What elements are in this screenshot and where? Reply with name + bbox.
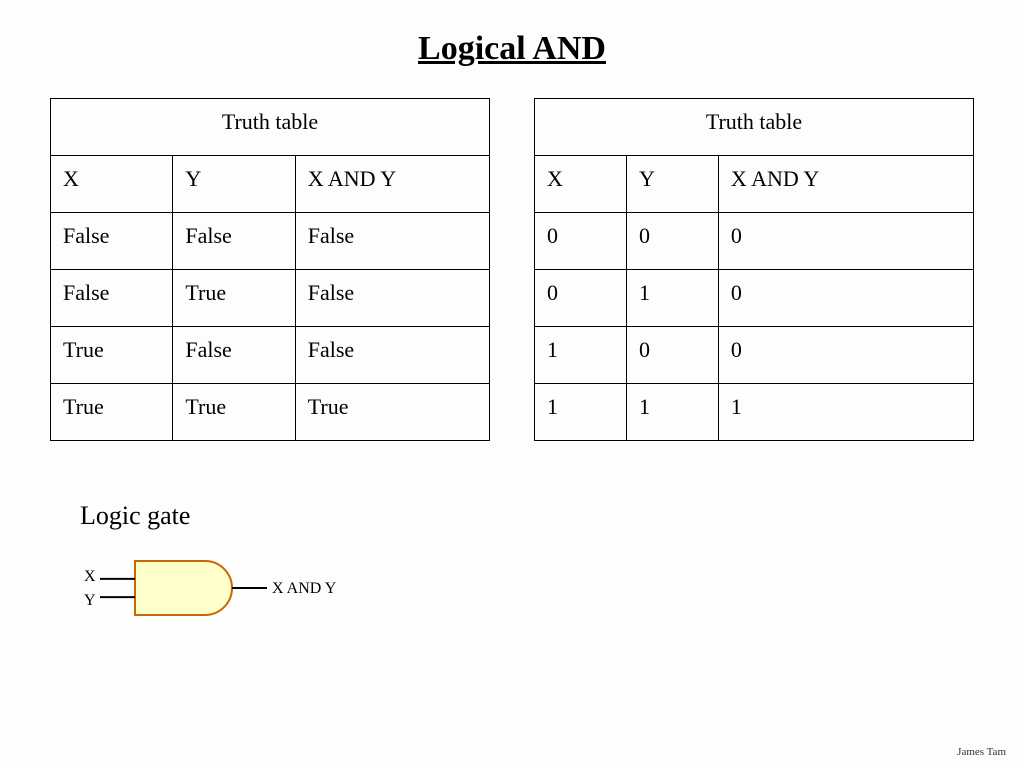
table-row: True True True — [51, 384, 490, 441]
table-row: 1 1 1 — [535, 384, 974, 441]
and-gate-icon: XY X AND Y — [80, 543, 380, 633]
table-cell: 1 — [626, 270, 718, 327]
table-cell: 0 — [718, 213, 973, 270]
table-cell: 0 — [626, 327, 718, 384]
col-header: X — [535, 156, 627, 213]
table-row: 0 1 0 — [535, 270, 974, 327]
truth-table-boolean: Truth table X Y X AND Y False False Fals… — [50, 98, 490, 441]
table-cell: 0 — [718, 270, 973, 327]
table-cell: True — [51, 384, 173, 441]
svg-text:Y: Y — [84, 592, 96, 609]
table-cell: False — [295, 213, 489, 270]
table-row: False True False — [51, 270, 490, 327]
table-cell: True — [295, 384, 489, 441]
table-cell: 0 — [535, 213, 627, 270]
svg-text:X AND Y: X AND Y — [272, 580, 337, 597]
table-cell: 0 — [535, 270, 627, 327]
table-row: 0 0 0 — [535, 213, 974, 270]
svg-text:X: X — [84, 568, 96, 585]
table-caption: Truth table — [51, 99, 490, 156]
tables-container: Truth table X Y X AND Y False False Fals… — [50, 98, 974, 441]
table-row: False False False — [51, 213, 490, 270]
gate-heading: Logic gate — [80, 501, 974, 531]
table-header-row: X Y X AND Y — [51, 156, 490, 213]
table-cell: False — [295, 327, 489, 384]
col-header: X AND Y — [295, 156, 489, 213]
table-cell: 1 — [535, 384, 627, 441]
table-cell: True — [173, 384, 295, 441]
table-cell: False — [51, 270, 173, 327]
author-credit: James Tam — [957, 746, 1006, 758]
table-cell: False — [173, 327, 295, 384]
table-cell: 0 — [718, 327, 973, 384]
table-caption: Truth table — [535, 99, 974, 156]
table-cell: True — [173, 270, 295, 327]
col-header: Y — [626, 156, 718, 213]
table-cell: False — [295, 270, 489, 327]
table-cell: True — [51, 327, 173, 384]
page-title: Logical AND — [50, 30, 974, 68]
truth-table-binary: Truth table X Y X AND Y 0 0 0 0 1 0 1 0 … — [534, 98, 974, 441]
col-header: X — [51, 156, 173, 213]
table-row: True False False — [51, 327, 490, 384]
table-cell: 0 — [626, 213, 718, 270]
table-row: 1 0 0 — [535, 327, 974, 384]
table-header-row: X Y X AND Y — [535, 156, 974, 213]
and-gate-diagram: XY X AND Y — [80, 543, 974, 638]
col-header: X AND Y — [718, 156, 973, 213]
table-cell: False — [173, 213, 295, 270]
table-cell: False — [51, 213, 173, 270]
table-cell: 1 — [626, 384, 718, 441]
col-header: Y — [173, 156, 295, 213]
table-cell: 1 — [718, 384, 973, 441]
table-cell: 1 — [535, 327, 627, 384]
